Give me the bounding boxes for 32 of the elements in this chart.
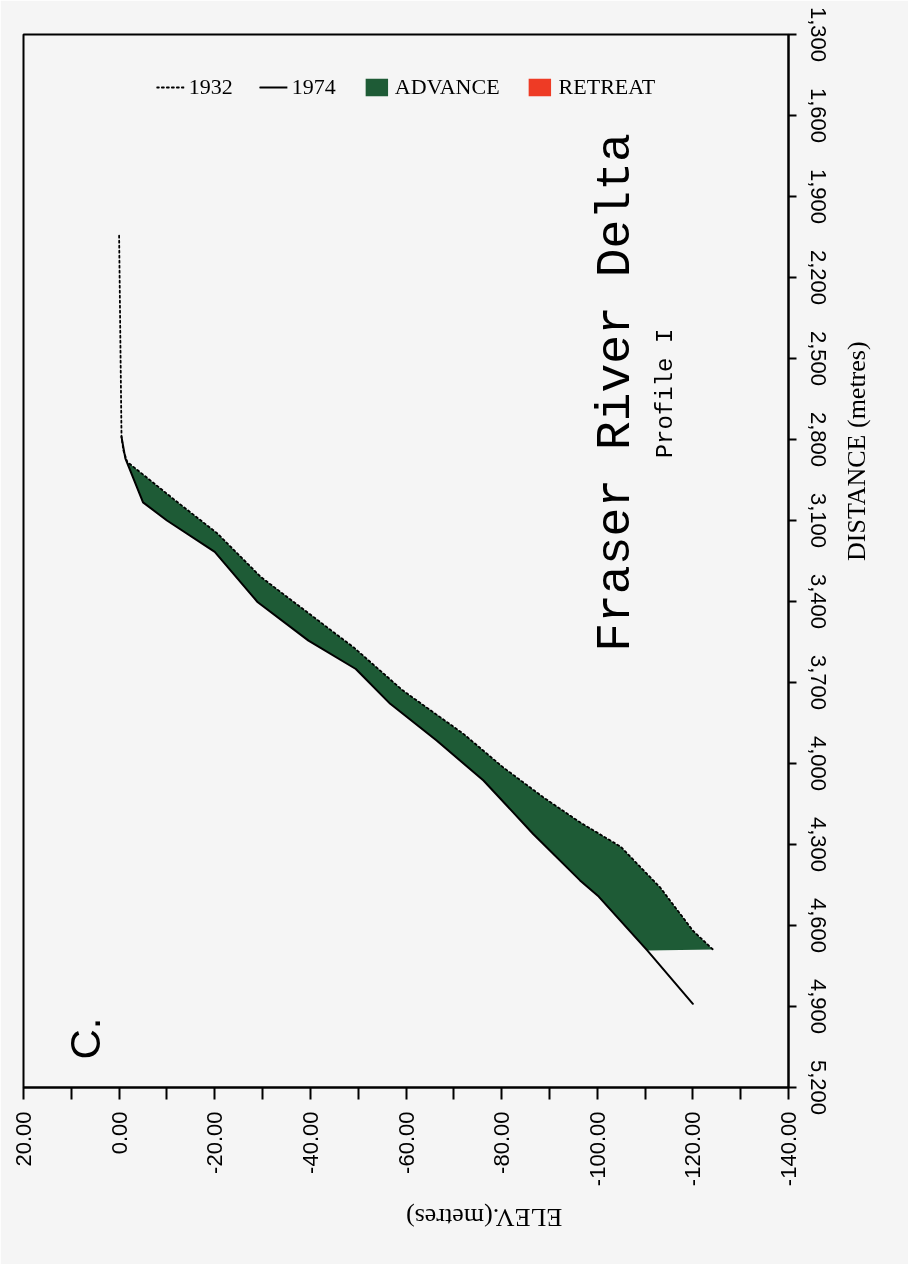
legend-label: 1932 [188, 74, 233, 100]
x-tick-label: -80.00 [489, 1111, 515, 1174]
x-tick-label: -40.00 [297, 1111, 323, 1174]
text: Profile I [652, 328, 679, 459]
x-tick-label: -60.00 [393, 1111, 419, 1174]
y-tick-label: 1,600 [805, 87, 831, 144]
annotation: C. [62, 1017, 109, 1060]
y-tick-label: 1,300 [805, 6, 831, 63]
y-tick-label: 4,000 [805, 735, 831, 792]
y-tick-label: 2,500 [805, 330, 831, 387]
x-tick-label: -140.00 [776, 1111, 801, 1187]
y-tick-label: 4,600 [805, 897, 831, 954]
legend-label: ADVANCE [394, 74, 500, 100]
x-tick-label: 20.00 [11, 1111, 36, 1167]
legend-label: RETREAT [558, 74, 656, 100]
y-tick-label: 3,400 [805, 573, 831, 630]
y-tick-label: 4,900 [805, 978, 831, 1035]
x-tick-label: -100.00 [584, 1111, 610, 1187]
y-tick-label: 1,900 [805, 168, 831, 225]
y-tick-label: 3,700 [805, 654, 831, 711]
y-axis-title: DISTANCE (metres) [842, 341, 871, 561]
x-axis-title: ELEV.(metres) [405, 1202, 563, 1232]
legend-label: 1974 [291, 74, 336, 100]
y-tick-label: 3,100 [805, 492, 831, 549]
x-tick-label: -20.00 [202, 1111, 228, 1174]
text: Fraser River Delta [588, 133, 643, 652]
x-tick-label: -120.00 [680, 1111, 706, 1187]
x-tick-label: 0.00 [106, 1111, 132, 1155]
y-tick-label: 2,800 [805, 411, 831, 468]
y-tick-label: 5,200 [805, 1059, 831, 1116]
y-tick-label: 2,200 [805, 249, 831, 306]
y-tick-label: 4,300 [805, 816, 831, 873]
